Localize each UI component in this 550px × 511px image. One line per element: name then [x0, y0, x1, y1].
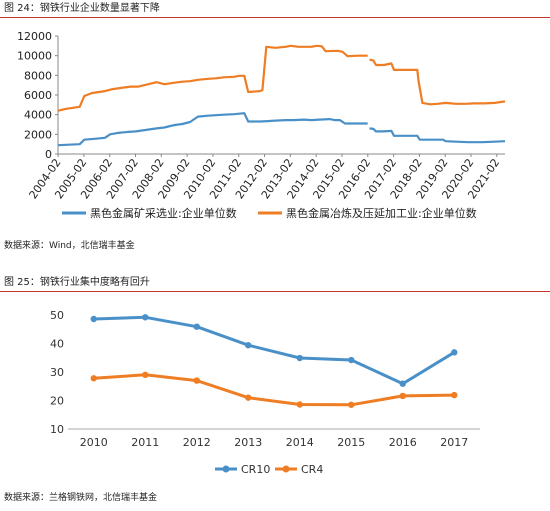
figure-25-title: 图 25：钢铁行业集中度略有回升 [0, 276, 550, 292]
y-tick-label: 6000 [24, 89, 52, 102]
x-tick-label: 2014 [286, 436, 314, 449]
y-tick-label: 30 [50, 366, 64, 379]
y-tick-label: 2000 [24, 128, 52, 141]
y-tick-label: 50 [50, 309, 64, 322]
series-line-1 [369, 127, 506, 144]
series-line-2 [57, 44, 368, 112]
figure-24-title: 图 24：钢铁行业企业数量显著下降 [0, 2, 550, 18]
data-point-cr4 [245, 394, 252, 401]
data-point-cr4 [399, 392, 406, 400]
legend-marker-cr10 [222, 465, 230, 473]
data-point-cr10 [90, 315, 97, 323]
y-tick-label: 10 [50, 423, 64, 436]
legend-marker-cr4 [282, 465, 290, 473]
data-point-cr4 [142, 371, 149, 379]
data-point-cr10 [193, 323, 200, 330]
x-tick-label: 2012 [183, 436, 211, 449]
series-line-cr10 [93, 315, 456, 386]
data-point-cr10 [142, 314, 149, 321]
data-point-cr10 [296, 354, 303, 362]
series-line-cr4 [93, 373, 455, 407]
y-tick-label: 0 [45, 148, 52, 161]
y-tick-label: 8000 [24, 69, 52, 82]
figure-25-source: 数据来源：兰格钢铁网，北信瑞丰基金 [4, 493, 158, 503]
data-point-cr4 [90, 375, 97, 382]
y-tick-label: 12000 [17, 30, 52, 43]
y-tick-label: 20 [50, 395, 64, 408]
series-line-2 [369, 58, 506, 106]
data-point-cr4 [296, 401, 303, 408]
chart-enterprise-count: 0200040006000800010000120002004-022005-0… [17, 30, 506, 220]
chart-concentration: 10 20 30 40 50 2010 2011 2012 2013 2014 2015 2016 20… [50, 309, 480, 476]
data-point-cr10 [451, 349, 458, 356]
data-point-cr4 [193, 377, 200, 384]
x-tick-label: 2016 [389, 436, 417, 449]
figure-24-source: 数据来源：Wind，北信瑞丰基金 [4, 241, 135, 251]
x-tick-label: 2010 [80, 436, 108, 449]
y-tick-label: 4000 [24, 109, 52, 122]
figure-25-title-text: 图 25：钢铁行业集中度略有回升 [4, 277, 150, 288]
data-point-cr10 [399, 380, 406, 387]
y-tick-label: 10000 [17, 50, 52, 63]
figure-24-title-text: 图 24：钢铁行业企业数量显著下降 [4, 3, 160, 14]
x-tick-label: 2017 [440, 436, 468, 449]
data-point-cr4 [451, 391, 458, 399]
legend-label-cr10: CR10 [241, 463, 270, 476]
figure-25-title-rule [0, 291, 550, 292]
x-tick-label: 2013 [234, 436, 262, 449]
legend-label-1: 黑色金属矿采选业:企业单位数 [90, 206, 237, 220]
data-point-cr10 [245, 342, 252, 349]
legend-label-2: 黑色金属冶炼及压延加工业:企业单位数 [286, 206, 477, 220]
x-tick-label: 2011 [131, 436, 159, 449]
legend-label-cr4: CR4 [301, 463, 323, 476]
data-point-cr4 [348, 401, 355, 408]
x-tick-label: 2015 [337, 436, 365, 449]
y-tick-label: 40 [50, 338, 64, 351]
data-point-cr10 [348, 356, 355, 364]
series-line-1 [57, 112, 368, 147]
figure-24-title-rule [0, 17, 550, 18]
